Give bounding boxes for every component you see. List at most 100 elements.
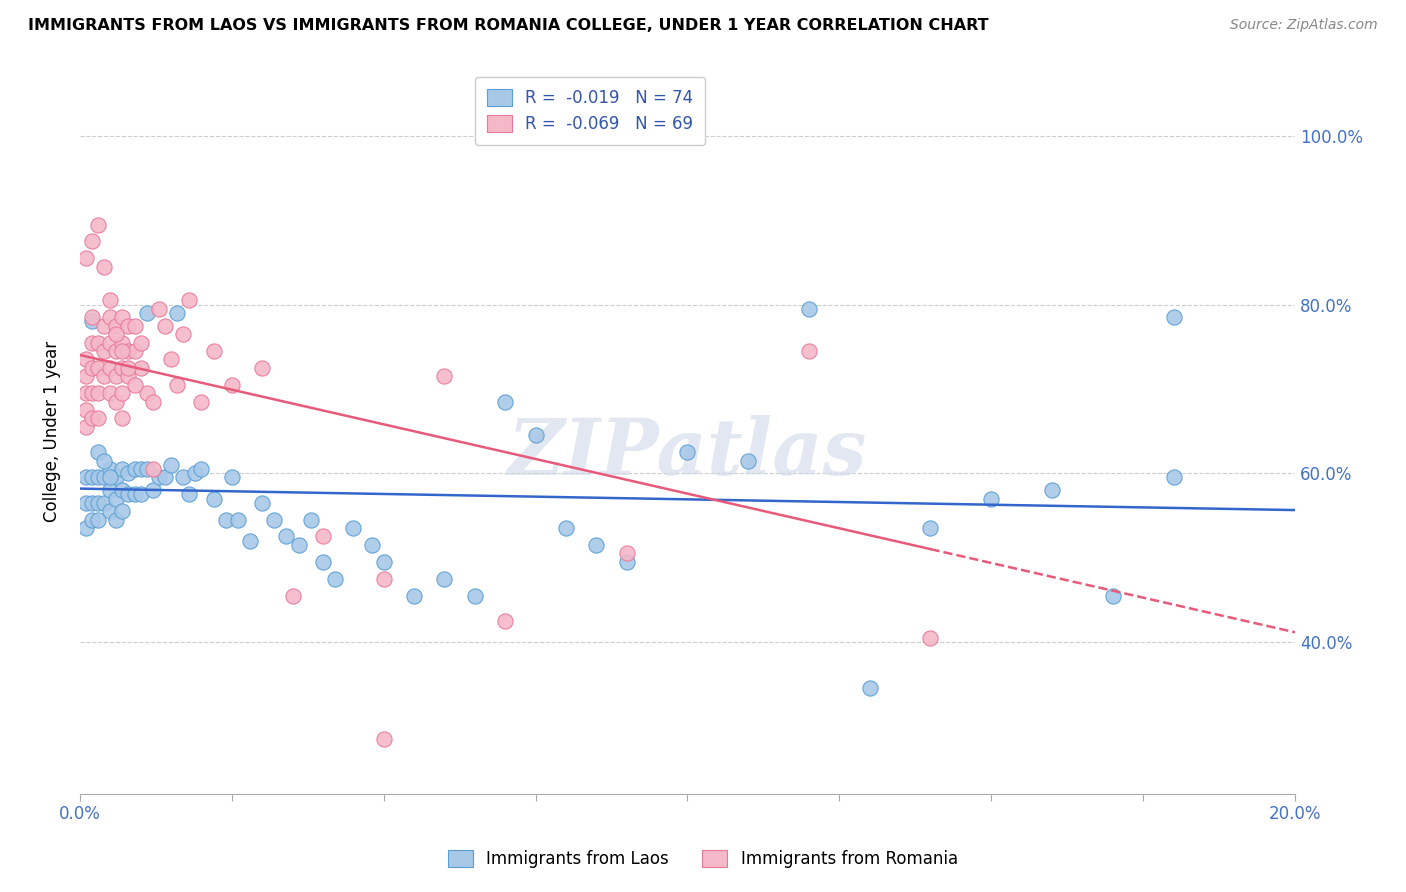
Point — [142, 394, 165, 409]
Point — [287, 538, 309, 552]
Point — [129, 335, 152, 350]
Point — [75, 369, 97, 384]
Point — [148, 301, 170, 316]
Point — [373, 572, 395, 586]
Point — [142, 483, 165, 497]
Point — [75, 352, 97, 367]
Point — [87, 411, 110, 425]
Point — [373, 555, 395, 569]
Point — [402, 589, 425, 603]
Point — [93, 318, 115, 333]
Point — [98, 335, 121, 350]
Point — [93, 470, 115, 484]
Point — [105, 343, 128, 358]
Point — [737, 453, 759, 467]
Point — [124, 318, 146, 333]
Point — [117, 369, 139, 384]
Point — [160, 458, 183, 472]
Point — [75, 521, 97, 535]
Point — [93, 496, 115, 510]
Point — [494, 614, 516, 628]
Point — [226, 513, 249, 527]
Point — [172, 470, 194, 484]
Point — [87, 360, 110, 375]
Point — [263, 513, 285, 527]
Point — [1163, 310, 1185, 325]
Point — [184, 467, 207, 481]
Point — [117, 318, 139, 333]
Point — [111, 360, 134, 375]
Point — [111, 310, 134, 325]
Point — [87, 513, 110, 527]
Point — [93, 260, 115, 274]
Point — [75, 403, 97, 417]
Point — [142, 462, 165, 476]
Point — [148, 470, 170, 484]
Point — [80, 386, 103, 401]
Point — [98, 504, 121, 518]
Point — [80, 235, 103, 249]
Point — [111, 483, 134, 497]
Point — [135, 386, 157, 401]
Point — [80, 360, 103, 375]
Point — [797, 301, 820, 316]
Point — [190, 394, 212, 409]
Point — [1163, 470, 1185, 484]
Point — [87, 218, 110, 232]
Point — [920, 631, 942, 645]
Point — [87, 470, 110, 484]
Point — [98, 293, 121, 308]
Point — [160, 352, 183, 367]
Point — [202, 343, 225, 358]
Point — [179, 487, 201, 501]
Point — [87, 335, 110, 350]
Point — [129, 360, 152, 375]
Point — [124, 487, 146, 501]
Point — [360, 538, 382, 552]
Point — [87, 386, 110, 401]
Point — [299, 513, 322, 527]
Point — [111, 411, 134, 425]
Point — [129, 462, 152, 476]
Point — [153, 318, 176, 333]
Point — [87, 445, 110, 459]
Point — [124, 343, 146, 358]
Point — [342, 521, 364, 535]
Point — [1101, 589, 1123, 603]
Point — [250, 496, 273, 510]
Point — [676, 445, 699, 459]
Point — [135, 306, 157, 320]
Point — [281, 589, 304, 603]
Point — [98, 462, 121, 476]
Point — [166, 377, 188, 392]
Point — [616, 546, 638, 560]
Point — [98, 360, 121, 375]
Point — [124, 462, 146, 476]
Point — [797, 343, 820, 358]
Point — [494, 394, 516, 409]
Point — [93, 343, 115, 358]
Point — [117, 467, 139, 481]
Point — [1040, 483, 1063, 497]
Point — [80, 496, 103, 510]
Text: ZIPatlas: ZIPatlas — [508, 415, 868, 491]
Point — [250, 360, 273, 375]
Legend: R =  -0.019   N = 74, R =  -0.069   N = 69: R = -0.019 N = 74, R = -0.069 N = 69 — [475, 77, 706, 145]
Point — [80, 310, 103, 325]
Point — [98, 483, 121, 497]
Text: Source: ZipAtlas.com: Source: ZipAtlas.com — [1230, 18, 1378, 32]
Point — [80, 314, 103, 328]
Point — [172, 327, 194, 342]
Point — [276, 529, 298, 543]
Point — [464, 589, 486, 603]
Point — [105, 513, 128, 527]
Point — [135, 462, 157, 476]
Point — [117, 360, 139, 375]
Point — [676, 125, 699, 139]
Point — [616, 555, 638, 569]
Point — [93, 369, 115, 384]
Point — [80, 513, 103, 527]
Point — [555, 521, 578, 535]
Point — [117, 487, 139, 501]
Point — [111, 504, 134, 518]
